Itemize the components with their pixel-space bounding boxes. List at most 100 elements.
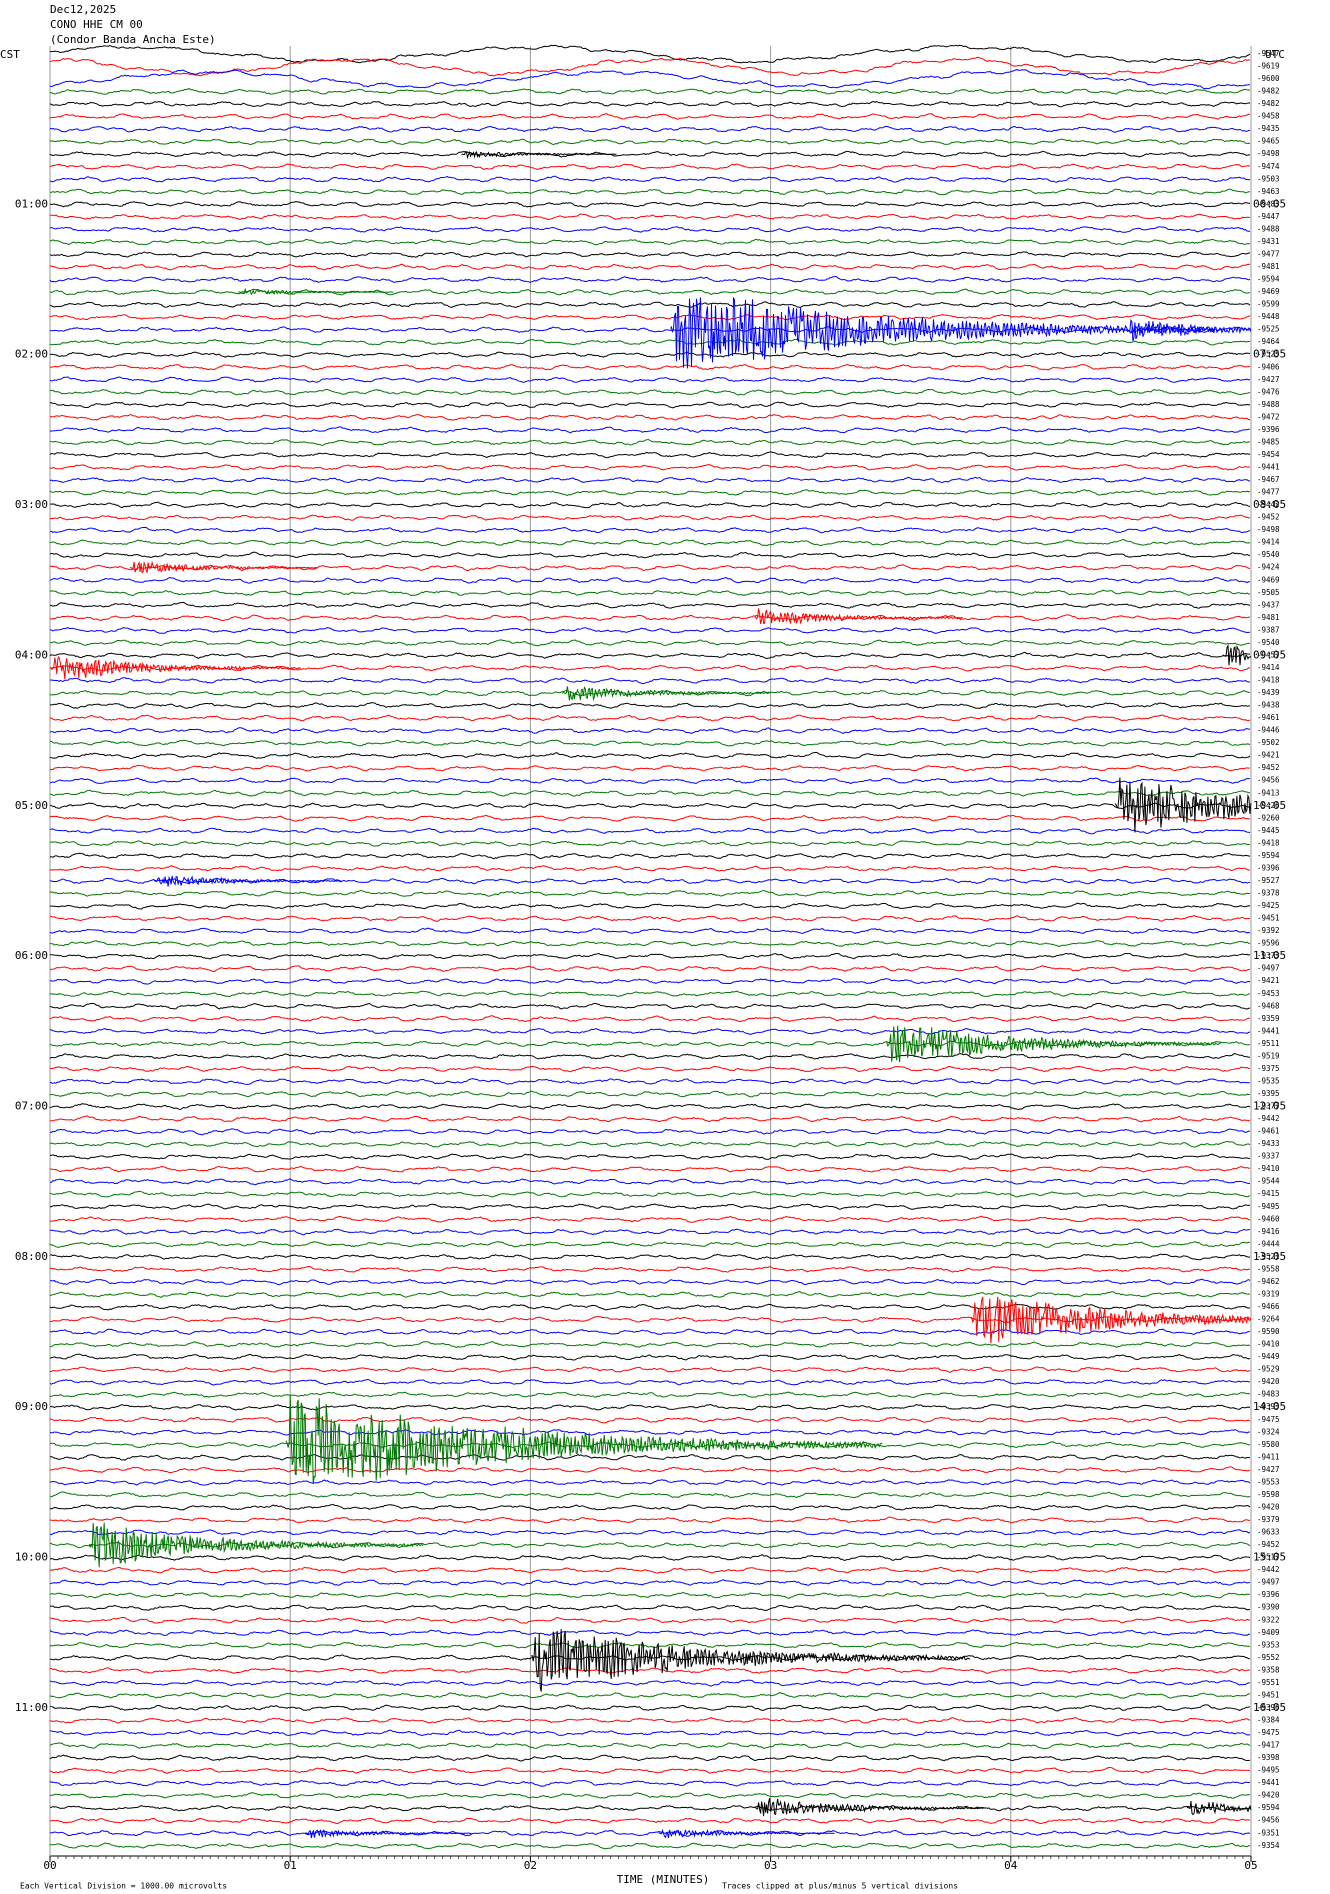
trace	[49, 56, 1251, 77]
hour-label-cst: 09:00	[15, 1400, 48, 1413]
line-value: -9477	[1257, 488, 1280, 497]
line-value: -9521	[1257, 1252, 1280, 1261]
trace	[49, 1742, 1251, 1750]
hour-label-utc: 11:05	[1253, 949, 1286, 962]
hour-label-cst: 07:00	[15, 1100, 48, 1113]
trace	[49, 1429, 1251, 1436]
trace	[49, 564, 1251, 572]
line-value: -9413	[1257, 788, 1280, 797]
line-value: -9485	[1257, 437, 1280, 446]
line-value: -9410	[1257, 1340, 1280, 1349]
trace	[49, 576, 1251, 584]
trace	[49, 275, 1251, 283]
line-value: -9445	[1257, 826, 1280, 835]
trace	[49, 438, 1251, 446]
line-value: -9454	[1257, 450, 1280, 459]
line-value: -9600	[1257, 74, 1280, 83]
line-value: -9477	[1257, 249, 1280, 258]
trace	[49, 526, 1251, 534]
line-value: -9475	[1257, 1415, 1280, 1424]
line-value: -9488	[1257, 224, 1280, 233]
line-value: -9353	[1257, 1640, 1280, 1649]
line-value: -9551	[1257, 1678, 1280, 1687]
line-value: -9482	[1257, 87, 1280, 96]
line-value: -9633	[1257, 1528, 1280, 1537]
trace	[49, 175, 1251, 183]
trace	[49, 313, 1251, 321]
line-value: -9415	[1257, 1189, 1280, 1198]
trace	[49, 1591, 1251, 1599]
line-value: -9529	[1257, 1365, 1280, 1374]
trace	[49, 413, 1251, 421]
trace	[49, 789, 1251, 797]
line-value: -9511	[1257, 1039, 1280, 1048]
trace	[49, 1353, 1251, 1361]
line-value: -9482	[1257, 99, 1280, 108]
trace	[50, 1203, 1251, 1211]
line-value: -9420	[1257, 1502, 1280, 1511]
line-value: -9448	[1257, 312, 1280, 321]
line-value: -9469	[1257, 287, 1280, 296]
trace	[49, 263, 1251, 271]
trace	[49, 451, 1251, 459]
hour-label-utc: 07:05	[1253, 348, 1286, 361]
trace	[49, 238, 1251, 246]
line-value: -9396	[1257, 1590, 1280, 1599]
line-value: -9387	[1257, 625, 1280, 634]
trace	[49, 651, 1251, 660]
left-zone: CST	[0, 48, 20, 61]
line-value: -9453	[1257, 989, 1280, 998]
trace	[49, 1253, 1250, 1261]
trace	[49, 69, 1251, 90]
trace	[49, 1829, 1251, 1837]
x-tick-label: 03	[764, 1859, 777, 1872]
trace	[50, 727, 1251, 734]
line-value: -9463	[1257, 187, 1280, 196]
hour-label-utc: 13:05	[1253, 1250, 1286, 1263]
line-value: -9594	[1257, 275, 1280, 284]
line-value: -9467	[1257, 475, 1280, 484]
trace	[49, 1002, 1251, 1010]
trace	[49, 514, 1251, 521]
line-value: -9580	[1257, 1440, 1280, 1449]
line-value: -9431	[1257, 237, 1280, 246]
grid	[49, 46, 1252, 1862]
trace	[49, 1616, 1251, 1624]
trace	[49, 539, 1251, 547]
trace	[49, 376, 1251, 383]
trace	[49, 338, 1251, 346]
event	[562, 686, 771, 702]
event	[238, 287, 394, 296]
trace	[49, 1717, 1251, 1724]
line-value: -9456	[1257, 1816, 1280, 1825]
line-value: -9409	[1257, 1628, 1280, 1637]
trace	[49, 1579, 1251, 1587]
trace	[49, 877, 1251, 885]
line-value: -9452	[1257, 513, 1280, 522]
line-value: -9502	[1257, 738, 1280, 747]
trace	[49, 1303, 1251, 1311]
trace	[49, 125, 1251, 133]
hour-label-utc: 06:05	[1253, 197, 1286, 210]
line-value: -9498	[1257, 149, 1280, 158]
trace	[49, 200, 1251, 208]
trace	[50, 1178, 1251, 1186]
trace	[49, 1278, 1251, 1286]
trace	[49, 1491, 1251, 1499]
line-value: -9442	[1257, 1114, 1280, 1123]
trace	[49, 1478, 1251, 1486]
event	[1222, 643, 1252, 666]
event	[50, 655, 301, 679]
line-value: -9441	[1257, 1026, 1280, 1035]
line-value: -9525	[1257, 325, 1280, 334]
hour-label-cst: 10:00	[15, 1551, 48, 1564]
trace	[49, 1378, 1251, 1386]
x-tick-label: 02	[524, 1859, 537, 1872]
trace	[49, 1328, 1251, 1336]
line-value: -9414	[1257, 663, 1280, 672]
trace	[49, 1341, 1251, 1349]
line-value: -9322	[1257, 1615, 1280, 1624]
trace	[49, 1792, 1251, 1799]
station: CONO HHE CM 00	[50, 18, 143, 31]
line-value: -9483	[1257, 1390, 1280, 1399]
